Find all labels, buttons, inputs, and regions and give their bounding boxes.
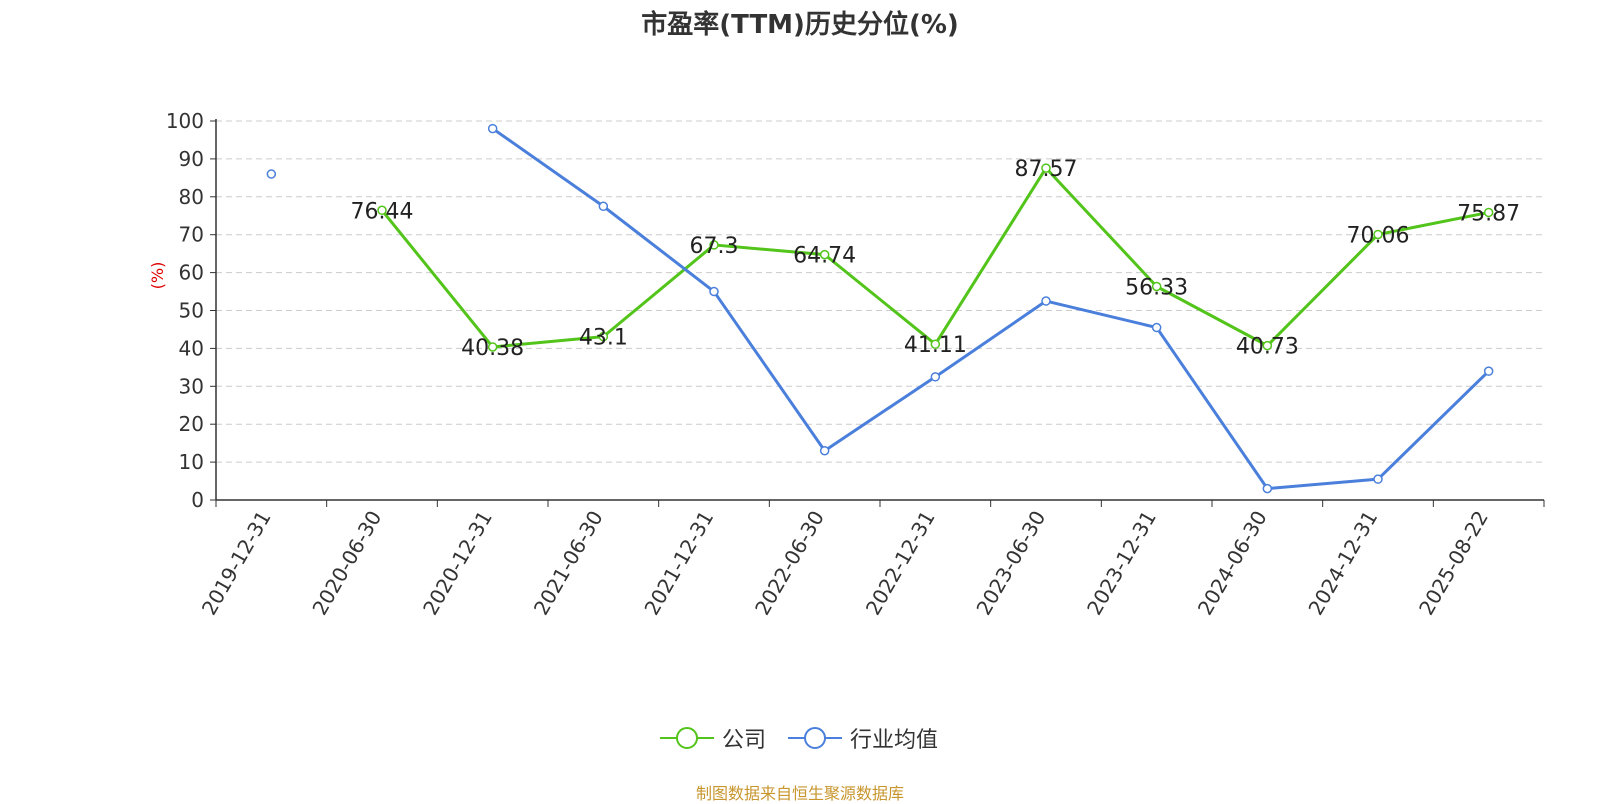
y-tick-label: 40 [179,336,204,360]
y-tick-label: 70 [179,223,204,247]
data-point-1 [598,201,609,212]
y-tick-label: 80 [179,185,204,209]
data-label: 40.73 [1236,335,1299,360]
legend-industry-icon [788,727,843,749]
data-label: 43.1 [579,326,628,351]
data-point-1 [709,286,719,297]
x-tick-label: 2021-12-31 [639,507,718,620]
y-tick-label: 60 [179,261,204,285]
data-point-1 [266,169,277,179]
data-point-0 [377,205,387,216]
data-point-1 [1373,474,1383,484]
chart-title: 市盈率(TTM)历史分位(%) [641,10,959,40]
x-tick-label: 2024-12-31 [1303,507,1382,620]
legend-item-company[interactable]: 公司 [660,722,766,754]
y-tick-label: 50 [179,299,204,323]
data-point-0 [1373,229,1383,240]
data-point-0 [1041,163,1051,173]
data-point-1 [1262,483,1273,494]
x-tick-label: 2020-06-30 [307,507,386,620]
data-label: 87.57 [1015,157,1078,182]
x-tick-label: 2023-12-31 [1082,507,1161,620]
y-axis-label: (%) [148,262,167,290]
data-source-note: 制图数据来自恒生聚源数据库 [695,784,904,803]
axes: 0 10 20 30 40 50 60 70 80 90 100 (%) 2019-12-31 2020-… [148,109,1545,620]
data-point-1 [1151,322,1162,333]
x-tick-label: 2022-12-31 [861,506,940,619]
data-label: 41.11 [904,333,967,358]
data-point-0 [930,339,941,349]
data-point-1 [1483,366,1494,376]
x-tick-label: 2022-06-30 [750,507,829,620]
x-tick-label: 2019-12-31 [197,507,276,620]
data-label: 40.38 [461,336,524,361]
legend-label-company: 公司 [722,728,767,753]
grid-lines [216,120,1544,463]
x-tick-label: 2021-06-30 [529,507,608,620]
x-tick-label: 2025-08-22 [1414,507,1493,620]
y-tick-label: 20 [179,412,204,436]
data-point-1 [487,123,498,134]
data-label: 75.87 [1457,201,1520,226]
data-point-0 [819,249,830,260]
y-tick-label: 100 [166,109,204,133]
data-label: 67.3 [690,234,739,259]
data-label: 76.44 [351,199,414,224]
y-tick-label: 0 [191,488,204,512]
y-tick-label: 30 [179,374,204,398]
data-point-1 [819,445,830,456]
data-labels: 76.44 40.38 43.1 67.3 64.74 41.11 87.57 56.33 40… [351,157,1521,361]
legend-company-icon [660,727,714,749]
x-tick-label: 2023-06-30 [971,507,1050,620]
data-point-1 [930,372,941,382]
x-tick-label: 2020-12-31 [418,506,497,619]
legend-item-industry[interactable]: 行业均值 [788,722,938,754]
data-point-0 [1262,340,1273,351]
data-point-0 [487,342,498,352]
data-point-0 [598,331,609,342]
y-tick-label: 90 [179,147,204,171]
series [266,123,1494,494]
legend-label-industry: 行业均值 [850,728,939,753]
data-label: 64.74 [793,244,856,269]
y-tick-label: 10 [179,450,204,474]
data-point-0 [1151,281,1162,292]
data-point-0 [709,240,719,250]
data-label: 70.06 [1347,223,1410,248]
series-line-0 [380,166,1489,349]
legend: 公司 行业均值 [660,722,960,754]
data-point-0 [1483,207,1494,218]
data-point-1 [1041,296,1051,306]
data-label: 56.33 [1125,276,1188,301]
series-line-1 [491,127,1490,491]
x-tick-label: 2024-06-30 [1193,507,1272,620]
